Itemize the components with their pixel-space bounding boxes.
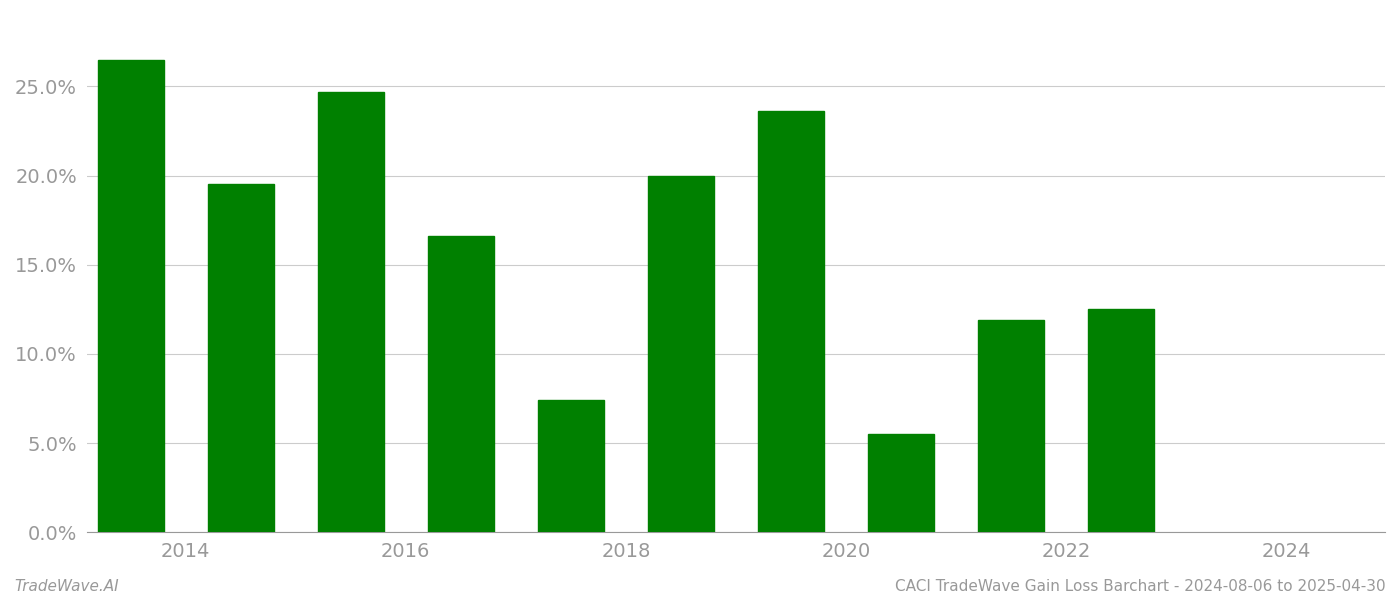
- Bar: [648, 176, 714, 532]
- Text: TradeWave.AI: TradeWave.AI: [14, 579, 119, 594]
- Bar: [757, 112, 823, 532]
- Text: CACI TradeWave Gain Loss Barchart - 2024-08-06 to 2025-04-30: CACI TradeWave Gain Loss Barchart - 2024…: [896, 579, 1386, 594]
- Bar: [428, 236, 494, 532]
- Bar: [868, 434, 934, 532]
- Bar: [979, 320, 1044, 532]
- Bar: [1088, 310, 1154, 532]
- Bar: [538, 400, 603, 532]
- Bar: [98, 59, 164, 532]
- Bar: [318, 92, 384, 532]
- Bar: [207, 184, 274, 532]
